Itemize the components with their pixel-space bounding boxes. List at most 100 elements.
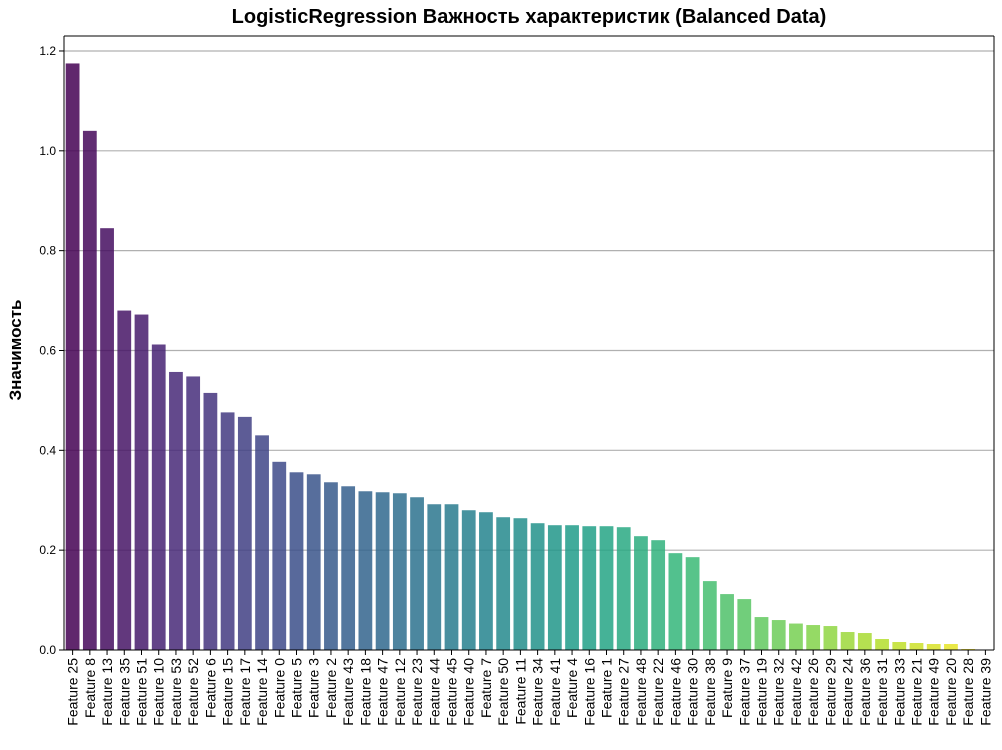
x-tick-label: Feature 9: [719, 658, 735, 718]
bar: [272, 461, 287, 650]
chart-title: LogisticRegression Важность характеристи…: [231, 6, 827, 28]
bar: [840, 632, 855, 650]
bar: [668, 553, 683, 650]
x-tick-label: Feature 6: [202, 658, 218, 718]
bar: [875, 639, 889, 650]
bar: [806, 625, 821, 650]
x-tick-label: Feature 13: [99, 658, 115, 726]
bar: [289, 472, 304, 650]
x-tick-label: Feature 35: [116, 658, 132, 726]
bar: [634, 536, 648, 650]
bar: [582, 526, 597, 650]
x-tick-label: Feature 38: [702, 658, 718, 726]
x-tick-label: Feature 29: [822, 658, 838, 726]
y-tick-label: 1.2: [39, 44, 56, 58]
bar: [496, 517, 511, 650]
y-tick-label: 0.6: [39, 343, 56, 357]
bar: [599, 526, 614, 650]
x-tick-label: Feature 21: [909, 658, 925, 726]
bar: [100, 228, 114, 650]
bar: [392, 493, 407, 650]
axes: [63, 35, 995, 651]
x-tick-label: Feature 12: [392, 658, 408, 726]
bar: [909, 643, 924, 650]
x-tick-label: Feature 36: [857, 658, 873, 726]
x-tick-label: Feature 53: [168, 658, 184, 726]
bar: [117, 310, 132, 650]
x-tick-label: Feature 4: [564, 658, 580, 718]
x-tick-label: Feature 52: [185, 658, 201, 726]
x-tick-label: Feature 45: [444, 658, 460, 726]
x-tick-label: Feature 22: [650, 658, 666, 726]
y-ticks: 0.0 0.2 0.4 0.6 0.8 1.0 1.2: [39, 44, 64, 657]
x-tick-label: Feature 14: [254, 658, 270, 726]
bar: [341, 486, 356, 650]
x-tick-label: Feature 1: [599, 658, 615, 718]
x-tick-label: Feature 3: [306, 658, 322, 718]
bar: [685, 557, 700, 650]
y-tick-label: 0.4: [39, 443, 56, 457]
x-tick-label: Feature 23: [409, 658, 425, 726]
bar: [547, 525, 562, 650]
bar: [324, 482, 338, 650]
x-tick-label: Feature 32: [771, 658, 787, 726]
bar: [944, 644, 958, 650]
bar: [857, 633, 872, 650]
bar: [65, 63, 80, 651]
x-tick-label: Feature 25: [65, 658, 81, 726]
y-tick-label: 0.0: [39, 643, 56, 657]
y-tick-label: 0.8: [39, 244, 56, 258]
x-tick-label: Feature 20: [943, 658, 959, 726]
x-tick-label: Feature 15: [220, 658, 236, 726]
bar: [720, 594, 734, 650]
x-tick-label: Feature 24: [840, 658, 856, 726]
bar: [651, 540, 666, 650]
bar: [82, 130, 97, 651]
x-tick-label: Feature 40: [461, 658, 477, 726]
x-tick-label: Feature 28: [960, 658, 976, 726]
bar: [530, 523, 545, 650]
x-tick-label: Feature 11: [512, 658, 528, 725]
y-tick-label: 0.2: [39, 543, 56, 557]
bar: [410, 497, 424, 650]
x-tick-label: Feature 33: [891, 658, 907, 726]
bar: [737, 599, 752, 650]
y-tick-label: 1.0: [39, 144, 56, 158]
x-tick-label: Feature 31: [874, 658, 890, 726]
bar: [702, 581, 717, 650]
bar: [151, 344, 166, 650]
x-tick-label: Feature 39: [977, 658, 993, 726]
x-tick-label: Feature 41: [547, 658, 563, 726]
bars: [65, 63, 976, 651]
x-tick-label: Feature 48: [633, 658, 649, 726]
bar: [375, 492, 390, 650]
x-tick-label: Feature 51: [134, 658, 150, 726]
bar: [616, 527, 631, 650]
x-tick-label: Feature 7: [478, 658, 494, 718]
bar: [513, 518, 528, 650]
bar: [823, 626, 838, 650]
x-tick-label: Feature 49: [926, 658, 942, 726]
bar: [255, 435, 269, 650]
x-tick-label: Feature 26: [805, 658, 821, 726]
x-tick-label: Feature 10: [151, 658, 167, 726]
bar: [306, 474, 321, 650]
x-tick-label: Feature 42: [788, 658, 804, 726]
x-tick-label: Feature 27: [616, 658, 632, 726]
bar: [186, 376, 201, 650]
grid-lines: [64, 50, 994, 551]
x-tick-label: Feature 19: [754, 658, 770, 726]
bar: [771, 620, 786, 650]
bar: [565, 525, 579, 650]
x-tick-label: Feature 18: [357, 658, 373, 726]
x-ticks: Feature 25 Feature 8 Feature 13 Feature 35 F…: [65, 650, 993, 726]
x-tick-label: Feature 37: [736, 658, 752, 726]
x-tick-label: Feature 17: [237, 658, 253, 726]
bar: [461, 510, 476, 650]
x-tick-label: Feature 2: [323, 658, 339, 718]
bar: [926, 644, 941, 650]
x-tick-label: Feature 30: [685, 658, 701, 726]
bar: [220, 412, 235, 650]
x-tick-label: Feature 46: [667, 658, 683, 726]
